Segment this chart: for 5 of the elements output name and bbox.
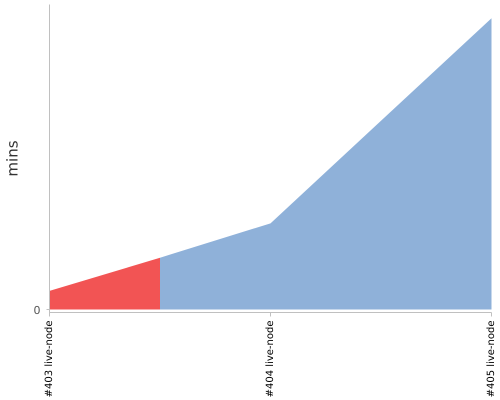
x-tick-label: #404 live-node xyxy=(265,320,276,398)
y-axis-title: mins xyxy=(4,140,22,177)
x-tick-label: #405 live-node xyxy=(486,320,497,398)
text: 0 xyxy=(34,304,40,318)
x-tick-label: #403 live-node xyxy=(44,320,55,398)
